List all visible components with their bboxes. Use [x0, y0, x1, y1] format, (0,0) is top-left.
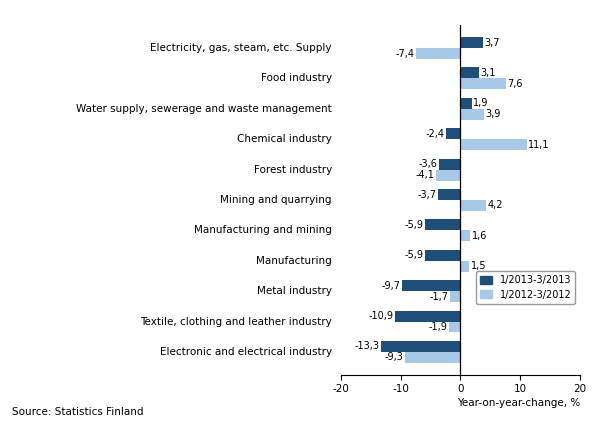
- Bar: [395, 311, 460, 322]
- Bar: [460, 37, 483, 48]
- Text: 7,6: 7,6: [507, 79, 523, 89]
- Legend: 1/2013-3/2013, 1/2012-3/2012: 1/2013-3/2013, 1/2012-3/2012: [476, 271, 575, 304]
- Text: 1,9: 1,9: [473, 99, 489, 108]
- Text: Textile, clothing and leather industry: Textile, clothing and leather industry: [140, 317, 332, 327]
- Text: Electricity, gas, steam, etc. Supply: Electricity, gas, steam, etc. Supply: [150, 43, 332, 53]
- Text: Manufacturing: Manufacturing: [256, 256, 332, 266]
- Text: -9,3: -9,3: [385, 352, 403, 362]
- Text: 1,5: 1,5: [471, 261, 486, 271]
- Bar: [460, 200, 486, 211]
- Text: Food industry: Food industry: [261, 73, 332, 83]
- Bar: [460, 139, 527, 150]
- Bar: [438, 189, 460, 200]
- Text: -1,7: -1,7: [430, 292, 448, 301]
- Text: -2,4: -2,4: [426, 129, 444, 139]
- Text: Electronic and electrical industry: Electronic and electrical industry: [160, 347, 332, 357]
- Text: 3,9: 3,9: [485, 109, 501, 119]
- Text: -1,9: -1,9: [429, 322, 447, 332]
- Text: 3,1: 3,1: [480, 68, 496, 78]
- Text: Water supply, sewerage and waste management: Water supply, sewerage and waste managem…: [76, 104, 332, 114]
- Text: -9,7: -9,7: [382, 281, 401, 290]
- Bar: [460, 109, 484, 120]
- Text: 3,7: 3,7: [484, 37, 499, 48]
- Text: -5,9: -5,9: [405, 250, 423, 260]
- Bar: [460, 261, 469, 272]
- Text: -3,6: -3,6: [419, 159, 437, 169]
- Text: -5,9: -5,9: [405, 220, 423, 230]
- Bar: [439, 159, 460, 170]
- Text: -3,7: -3,7: [418, 189, 437, 200]
- Bar: [402, 280, 460, 291]
- Text: Metal industry: Metal industry: [257, 286, 332, 296]
- Text: Source: Statistics Finland: Source: Statistics Finland: [12, 407, 144, 417]
- Bar: [460, 230, 470, 241]
- Text: 1,6: 1,6: [471, 231, 487, 241]
- Bar: [381, 341, 460, 352]
- Bar: [425, 250, 460, 261]
- Text: 11,1: 11,1: [529, 140, 550, 150]
- Text: 4,2: 4,2: [487, 200, 502, 210]
- Bar: [460, 67, 479, 78]
- Text: Forest industry: Forest industry: [254, 165, 332, 175]
- Text: Chemical industry: Chemical industry: [237, 134, 332, 144]
- Bar: [405, 352, 460, 363]
- Text: Mining and quarrying: Mining and quarrying: [221, 195, 332, 205]
- Bar: [450, 291, 460, 302]
- Bar: [416, 48, 460, 59]
- Bar: [436, 170, 460, 181]
- Bar: [446, 128, 460, 139]
- Bar: [425, 219, 460, 230]
- Text: Manufacturing and mining: Manufacturing and mining: [194, 225, 332, 235]
- Text: Year-on-year-change, %: Year-on-year-change, %: [457, 398, 580, 408]
- Text: -10,9: -10,9: [369, 311, 393, 321]
- Bar: [460, 78, 506, 89]
- Bar: [460, 98, 472, 109]
- Bar: [449, 322, 460, 333]
- Text: -7,4: -7,4: [396, 48, 414, 59]
- Text: -13,3: -13,3: [355, 341, 379, 352]
- Text: -4,1: -4,1: [416, 170, 434, 180]
